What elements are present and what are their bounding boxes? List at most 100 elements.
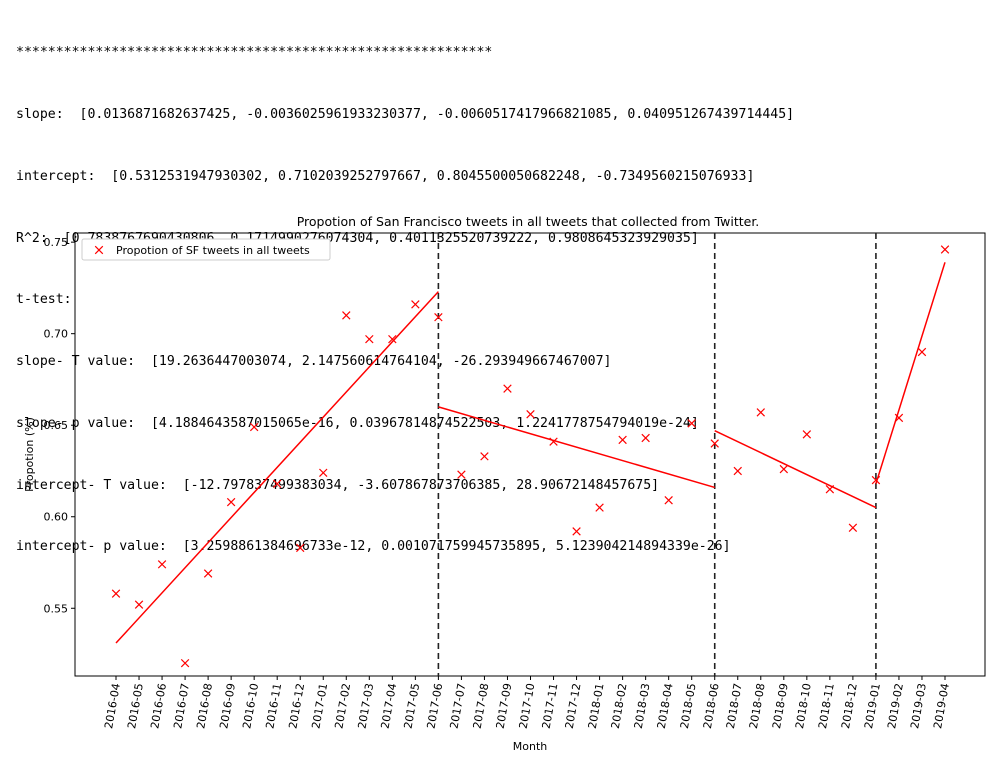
- legend-box: [81, 238, 331, 261]
- data-point: [480, 452, 489, 461]
- x-tick-label: 2016-10: [240, 682, 261, 730]
- x-tick-label: 2016-08: [194, 682, 215, 730]
- x-tick-label: 2018-07: [724, 682, 745, 730]
- console-line: ****************************************…: [16, 45, 493, 61]
- data-point: [434, 312, 443, 322]
- console-line-slope: slope: [0.0136871682637425, -0.003602596…: [16, 106, 795, 122]
- y-axis-label: Propotion (%): [23, 417, 36, 492]
- data-point: [825, 485, 835, 494]
- legend: Propotion of SF tweets in all tweets: [81, 238, 331, 261]
- legend-x-marker: [94, 245, 104, 255]
- x-tick-label: 2018-10: [793, 682, 814, 730]
- fit-line: [875, 262, 946, 485]
- data-point: [134, 600, 144, 609]
- x-tick-label: 2018-06: [701, 682, 722, 730]
- data-point: [157, 560, 167, 569]
- x-tick-label: 2017-10: [517, 682, 538, 730]
- data-point: [549, 437, 558, 446]
- fit-line: [438, 406, 715, 489]
- x-tick-label: 2017-01: [309, 682, 330, 730]
- console-line-intercept-p: intercept- p value: [3.2598861384696733e…: [16, 539, 731, 555]
- x-tick-label: 2016-09: [217, 682, 238, 730]
- x-tick-label: 2017-06: [425, 682, 446, 730]
- y-tick-label: 0.75: [44, 236, 69, 249]
- data-point: [710, 439, 719, 448]
- x-tick-label: 2018-04: [655, 682, 676, 730]
- x-tick-label: 2019-04: [931, 682, 952, 730]
- x-tick-label: 2016-06: [148, 682, 169, 730]
- x-tick-label: 2018-09: [770, 682, 791, 730]
- data-point: [664, 496, 673, 505]
- console-line-intercept: intercept: [0.5312531947930302, 0.710203…: [16, 168, 755, 184]
- legend-marker: [94, 245, 104, 255]
- y-tick-label: 0.65: [44, 419, 69, 432]
- x-tick-label: 2017-02: [332, 682, 353, 730]
- data-point: [756, 408, 766, 417]
- data-points: [111, 245, 950, 668]
- x-tick-label: 2018-08: [747, 682, 768, 730]
- data-point: [641, 433, 650, 443]
- data-point: [203, 569, 213, 578]
- data-point: [802, 430, 812, 439]
- x-tick-label: 2016-07: [171, 682, 192, 730]
- x-tick-label: 2018-02: [609, 682, 630, 730]
- chart-title: Propotion of San Francisco tweets in all…: [297, 214, 760, 229]
- console-line-slope-p: slope- p value: [4.1884643587015065e-16,…: [16, 415, 699, 431]
- x-tick-label: 2016-11: [263, 682, 284, 730]
- x-tick-label: 2018-12: [839, 682, 860, 730]
- data-point: [249, 422, 259, 432]
- x-tick-label: 2016-12: [286, 682, 307, 730]
- data-point: [526, 410, 535, 419]
- x-tick-label: 2017-03: [355, 682, 376, 730]
- x-tick-label: 2017-12: [563, 682, 584, 730]
- console-line-intercept-t: intercept- T value: [-12.797837499383034…: [16, 477, 660, 493]
- fit-lines: [115, 262, 946, 644]
- break-lines: [437, 233, 877, 676]
- x-axis-label: Month: [513, 740, 548, 753]
- data-point: [295, 543, 305, 553]
- x-axis: 2016-04 2016-05 2016-06 2016-07 2016-08 2016-…: [102, 676, 952, 730]
- data-point: [319, 468, 328, 478]
- y-tick-label: 0.55: [44, 602, 69, 615]
- console-line-ttest: t-test:: [16, 292, 72, 308]
- fit-line: [714, 430, 877, 509]
- x-tick-label: 2016-04: [102, 682, 123, 730]
- data-point: [457, 470, 466, 479]
- data-point: [111, 589, 121, 598]
- data-point: [572, 527, 581, 536]
- data-point: [871, 475, 881, 485]
- data-point: [365, 334, 374, 344]
- x-tick-label: 2017-09: [494, 682, 515, 730]
- x-tick-label: 2017-07: [448, 682, 469, 730]
- x-tick-label: 2017-05: [402, 682, 423, 730]
- data-point: [687, 419, 696, 428]
- data-point: [917, 347, 927, 357]
- data-point: [733, 466, 742, 476]
- data-point: [180, 658, 190, 668]
- x-tick-label: 2019-01: [862, 682, 883, 730]
- x-tick-label: 2018-05: [678, 682, 699, 730]
- x-tick-label: 2016-05: [125, 682, 146, 730]
- data-point: [226, 497, 236, 507]
- console-line-slope-t: slope- T value: [19.2636447003074, 2.147…: [16, 354, 612, 370]
- data-point: [272, 479, 282, 489]
- x-tick-label: 2019-02: [885, 682, 906, 730]
- x-tick-label: 2019-03: [908, 682, 929, 730]
- y-axis: 0.55 0.60 0.65 0.70 0.75: [44, 236, 75, 615]
- data-point: [595, 503, 604, 512]
- y-tick-label: 0.60: [44, 511, 69, 524]
- fit-line: [115, 291, 439, 644]
- legend-label: Propotion of SF tweets in all tweets: [116, 244, 310, 257]
- x-tick-label: 2018-03: [632, 682, 653, 730]
- data-point: [503, 384, 512, 393]
- data-point: [779, 464, 789, 474]
- x-tick-label: 2017-11: [540, 682, 561, 730]
- data-point: [342, 311, 351, 320]
- x-tick-label: 2017-04: [379, 682, 400, 730]
- data-point: [411, 300, 420, 309]
- x-tick-label: 2018-01: [586, 682, 607, 730]
- y-tick-label: 0.70: [44, 328, 69, 341]
- data-point: [894, 413, 904, 423]
- x-tick-label: 2017-08: [471, 682, 492, 730]
